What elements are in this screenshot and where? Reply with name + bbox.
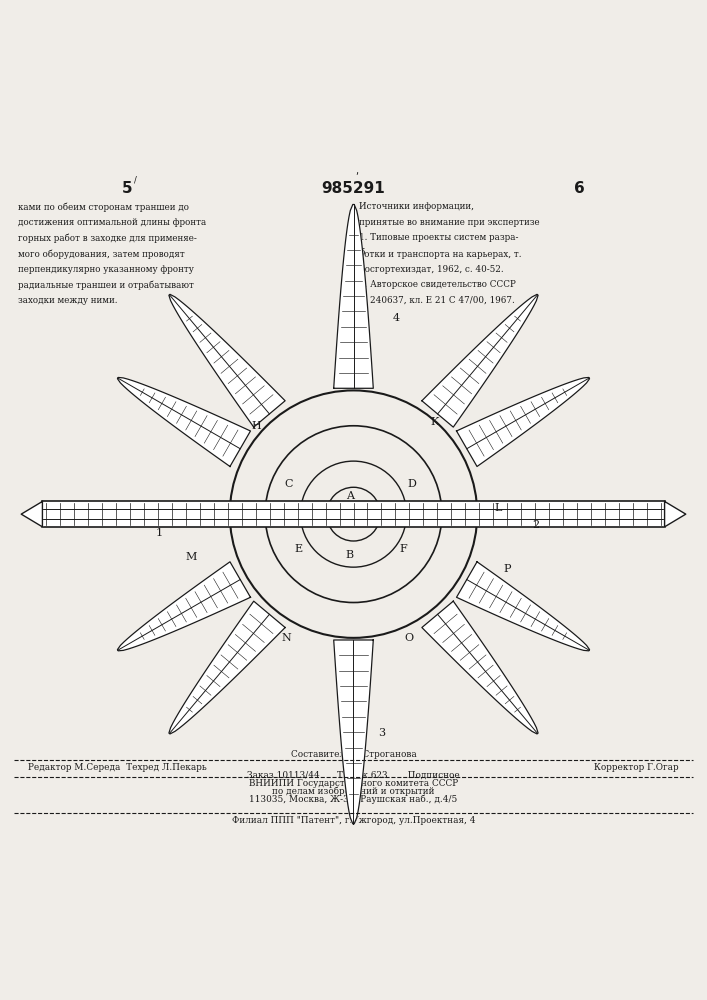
Text: ВНИИПИ Государственного комитета СССР: ВНИИПИ Государственного комитета СССР bbox=[249, 779, 458, 788]
Text: P: P bbox=[504, 564, 511, 574]
Text: 113035, Москва, Ж-35, Раушская наб., д.4/5: 113035, Москва, Ж-35, Раушская наб., д.4… bbox=[250, 794, 457, 804]
Text: 6: 6 bbox=[574, 181, 585, 196]
Text: L: L bbox=[495, 503, 502, 513]
Text: 985291: 985291 bbox=[322, 181, 385, 196]
Polygon shape bbox=[334, 640, 373, 824]
Text: Редактор М.Середа  Техред Л.Пекарь: Редактор М.Середа Техред Л.Пекарь bbox=[28, 763, 207, 772]
Text: 5: 5 bbox=[359, 248, 365, 257]
Text: Филиал ППП "Патент", г.Ужгород, ул.Проектная, 4: Филиал ППП "Патент", г.Ужгород, ул.Проек… bbox=[232, 816, 475, 825]
Text: Составитель С.Строганова: Составитель С.Строганова bbox=[291, 750, 416, 759]
Text: D: D bbox=[407, 479, 416, 489]
Text: мого оборудования, затем проводят: мого оборудования, затем проводят bbox=[18, 249, 185, 259]
Text: № 240637, кл. Е 21 С 47/00, 1967.: № 240637, кл. Е 21 С 47/00, 1967. bbox=[359, 296, 515, 305]
Text: ками по обеим сторонам траншеи до: ками по обеим сторонам траншеи до bbox=[18, 202, 189, 212]
Text: радиальные траншеи и отрабатывают: радиальные траншеи и отрабатывают bbox=[18, 280, 194, 290]
Text: принятые во внимание при экспертизе: принятые во внимание при экспертизе bbox=[359, 218, 539, 227]
Text: 3: 3 bbox=[378, 728, 385, 738]
Text: H: H bbox=[251, 421, 261, 431]
Text: C: C bbox=[284, 479, 293, 489]
Text: A: A bbox=[346, 491, 354, 501]
Bar bbox=[42, 501, 665, 527]
Text: горных работ в заходке для применяе-: горных работ в заходке для применяе- bbox=[18, 233, 197, 243]
Text: достижения оптимальной длины фронта: достижения оптимальной длины фронта bbox=[18, 218, 206, 227]
Polygon shape bbox=[422, 601, 538, 734]
Text: Госгортехиздат, 1962, с. 40-52.: Госгортехиздат, 1962, с. 40-52. bbox=[359, 265, 504, 274]
Text: 5: 5 bbox=[122, 181, 133, 196]
Polygon shape bbox=[117, 377, 250, 466]
Text: по делам изобретений и открытий: по делам изобретений и открытий bbox=[272, 787, 435, 796]
Text: 4: 4 bbox=[392, 313, 399, 323]
Text: E: E bbox=[294, 544, 303, 554]
Text: 2: 2 bbox=[532, 520, 539, 530]
Text: 1. Типовые проекты систем разра-: 1. Типовые проекты систем разра- bbox=[359, 233, 519, 242]
Polygon shape bbox=[334, 204, 373, 388]
Text: N: N bbox=[281, 633, 291, 643]
Polygon shape bbox=[457, 377, 590, 466]
Text: K: K bbox=[431, 417, 439, 427]
Text: F: F bbox=[399, 544, 407, 554]
Text: 1: 1 bbox=[156, 528, 163, 538]
Polygon shape bbox=[117, 562, 250, 651]
Polygon shape bbox=[21, 501, 42, 527]
Text: Заказ 10113/44      Тираж 623       Подписное: Заказ 10113/44 Тираж 623 Подписное bbox=[247, 771, 460, 780]
Text: ботки и транспорта на карьерах, т.: ботки и транспорта на карьерах, т. bbox=[359, 249, 522, 259]
Text: B: B bbox=[346, 550, 354, 560]
Text: Источники информации,: Источники информации, bbox=[359, 202, 474, 211]
Text: ,: , bbox=[356, 166, 358, 176]
Polygon shape bbox=[169, 294, 285, 427]
Polygon shape bbox=[169, 601, 285, 734]
Text: заходки между ними.: заходки между ними. bbox=[18, 296, 117, 305]
Text: 2. Авторское свидетельство СССР: 2. Авторское свидетельство СССР bbox=[359, 280, 516, 289]
Text: перпендикулярно указанному фронту: перпендикулярно указанному фронту bbox=[18, 265, 194, 274]
Polygon shape bbox=[422, 294, 538, 427]
Polygon shape bbox=[665, 501, 686, 527]
Text: M: M bbox=[185, 552, 197, 562]
Polygon shape bbox=[457, 562, 590, 651]
Text: O: O bbox=[404, 633, 413, 643]
Text: /: / bbox=[134, 175, 137, 184]
Text: Корректор Г.Огар: Корректор Г.Огар bbox=[594, 763, 679, 772]
